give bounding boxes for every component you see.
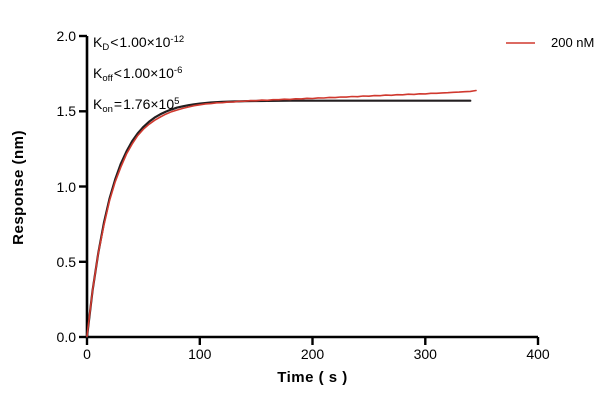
kd-line: KD<1.00×10-12 (93, 28, 184, 59)
x-tick-label: 0 (83, 346, 91, 362)
kd-subscript: D (102, 42, 110, 53)
x-tick-label: 100 (188, 346, 212, 362)
kon-line: Kon=1.76×105 (93, 90, 184, 121)
kon-operator: = (113, 96, 123, 112)
x-tick-label: 200 (300, 346, 325, 362)
legend: 200 nM (505, 35, 594, 50)
koff-symbol: K (93, 65, 103, 81)
koff-subscript: off (102, 73, 113, 84)
kon-symbol: K (93, 96, 103, 112)
x-axis-ticks (85, 337, 540, 345)
kon-mantissa: 1.76×10 (123, 96, 175, 112)
koff-exponent: -6 (173, 65, 183, 76)
kinetic-constants-annotation: KD<1.00×10-12 Koff<1.00×10-6 Kon=1.76×10… (93, 28, 184, 121)
y-tick-label: 1.5 (56, 103, 76, 120)
y-tick-label: 2.0 (56, 28, 76, 44)
x-tick-label: 400 (526, 346, 550, 362)
legend-label: 200 nM (551, 35, 595, 50)
koff-mantissa: 1.00×10 (122, 65, 174, 81)
y-tick-label: 0.5 (56, 253, 76, 270)
fit-curve-line (85, 99, 472, 339)
koff-line: Koff<1.00×10-6 (93, 59, 184, 90)
x-axis-title: Time ( s ) (277, 369, 348, 386)
kd-mantissa: 1.00×10 (119, 34, 171, 50)
kon-exponent: 5 (174, 96, 180, 107)
kon-subscript: on (102, 104, 113, 115)
measured-data-line (86, 89, 477, 338)
y-axis-ticks (79, 34, 87, 339)
y-tick-label: 1.0 (56, 178, 76, 195)
legend-swatch (506, 42, 535, 44)
y-tick-label: 0.0 (56, 329, 76, 345)
y-axis-title: Response (nm) (10, 130, 27, 245)
kd-symbol: K (93, 34, 103, 50)
x-tick-label: 300 (413, 346, 437, 362)
kd-operator: < (110, 34, 119, 50)
kd-exponent: -12 (170, 34, 185, 45)
koff-operator: < (113, 65, 122, 81)
